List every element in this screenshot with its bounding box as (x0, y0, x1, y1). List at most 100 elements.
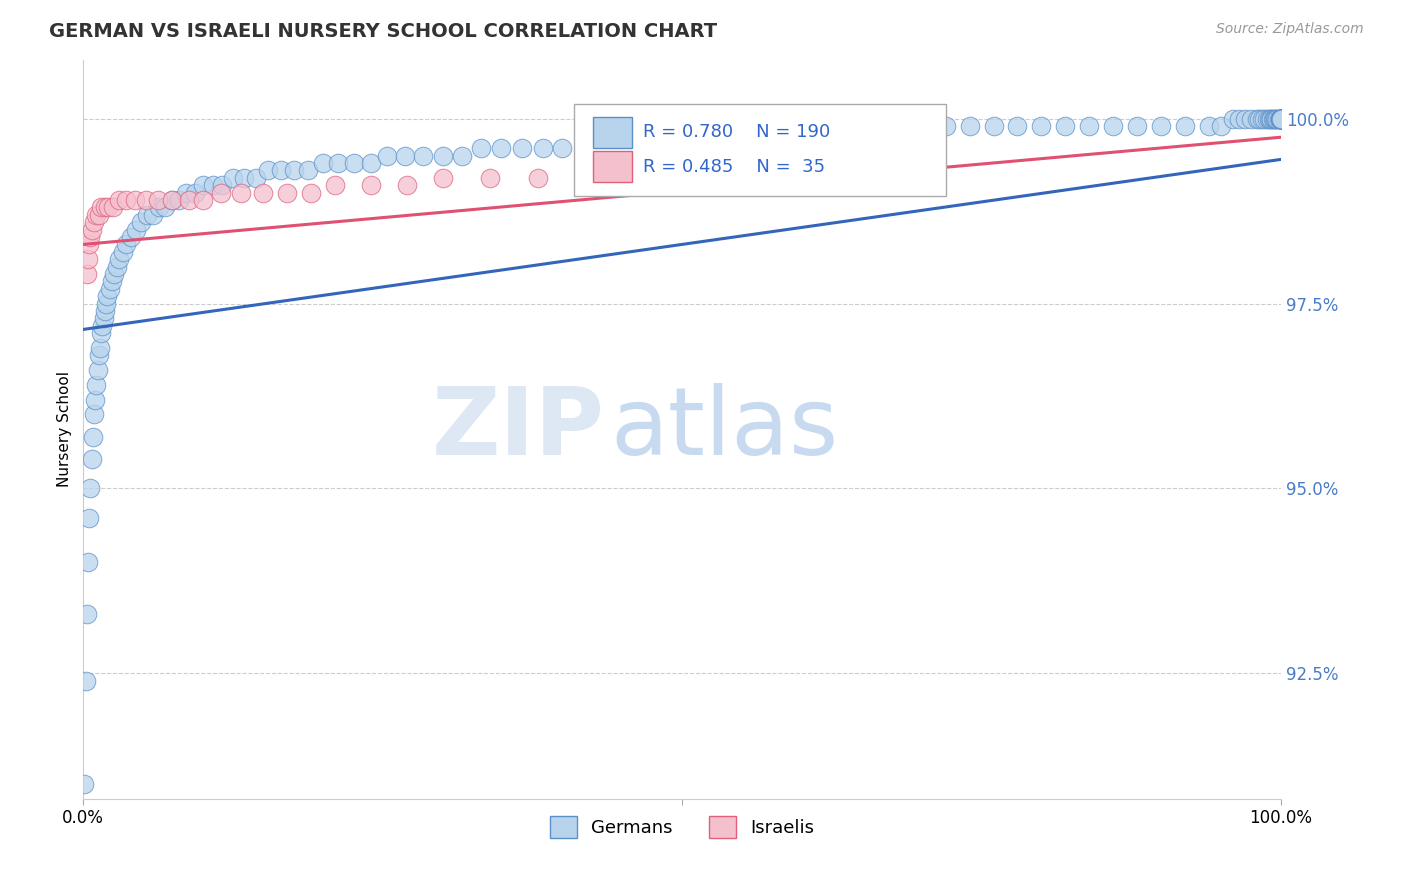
Point (1270, 112, 1292, 126)
Point (491, 141, 513, 155)
Point (125, 222, 148, 236)
Point (86, 208, 108, 222)
Point (120, 230, 142, 244)
Point (1270, 112, 1292, 126)
Point (1270, 112, 1292, 126)
Point (1270, 112, 1292, 126)
Point (886, 127, 908, 141)
Point (531, 141, 554, 155)
Point (222, 170, 245, 185)
Point (1240, 112, 1263, 126)
Point (115, 193, 138, 207)
Point (935, 119, 957, 133)
Point (1270, 112, 1292, 126)
Point (1270, 112, 1292, 126)
Point (1249, 112, 1271, 126)
Point (1031, 119, 1053, 133)
Point (1270, 112, 1292, 126)
Point (1270, 112, 1292, 126)
Point (959, 119, 981, 133)
Point (90, 326, 112, 340)
Point (1270, 112, 1292, 126)
Point (93, 311, 115, 326)
Point (1270, 112, 1292, 126)
Point (1253, 112, 1275, 126)
Point (96, 289, 118, 303)
Point (1270, 112, 1292, 126)
Point (1270, 112, 1292, 126)
Point (129, 215, 152, 229)
Point (1126, 119, 1149, 133)
Point (1270, 112, 1292, 126)
Point (1270, 112, 1292, 126)
Text: R = 0.780    N = 190: R = 0.780 N = 190 (643, 123, 830, 141)
Point (1270, 112, 1292, 126)
Point (1270, 112, 1292, 126)
Point (153, 201, 176, 215)
Point (395, 178, 418, 193)
Point (1270, 112, 1292, 126)
Point (1270, 112, 1292, 126)
Point (1270, 112, 1292, 126)
Point (167, 193, 190, 207)
Point (1270, 112, 1292, 126)
Point (1256, 112, 1278, 126)
Point (1270, 112, 1292, 126)
Point (323, 178, 346, 193)
Point (1270, 112, 1292, 126)
Point (1209, 119, 1232, 133)
Point (1270, 112, 1292, 126)
Point (1270, 112, 1292, 126)
Point (1270, 112, 1292, 126)
Point (1270, 112, 1292, 126)
Point (231, 186, 253, 200)
Text: R = 0.485    N =  35: R = 0.485 N = 35 (643, 158, 825, 176)
Point (1270, 112, 1292, 126)
Text: Source: ZipAtlas.com: Source: ZipAtlas.com (1216, 22, 1364, 37)
Point (1270, 112, 1292, 126)
Point (1270, 112, 1292, 126)
Point (647, 134, 669, 148)
Point (103, 201, 125, 215)
Point (283, 163, 305, 178)
Point (83, 215, 105, 229)
Point (1270, 112, 1292, 126)
Point (718, 134, 741, 148)
Point (108, 193, 131, 207)
Point (1270, 112, 1292, 126)
Point (450, 149, 472, 163)
Point (191, 178, 214, 193)
Point (671, 134, 693, 148)
Point (1270, 112, 1292, 126)
Point (575, 134, 598, 148)
Point (1270, 112, 1292, 126)
Point (1078, 119, 1101, 133)
Point (191, 193, 214, 207)
Text: atlas: atlas (610, 384, 838, 475)
Point (862, 127, 884, 141)
Point (707, 156, 730, 170)
Point (1102, 119, 1125, 133)
Point (1270, 112, 1292, 126)
Point (108, 252, 131, 267)
Point (1270, 112, 1292, 126)
Point (575, 163, 598, 178)
Point (1270, 112, 1292, 126)
Point (1054, 119, 1077, 133)
Point (1270, 112, 1292, 126)
Point (142, 208, 165, 222)
Point (360, 156, 382, 170)
Point (1150, 119, 1173, 133)
Point (1270, 112, 1292, 126)
Point (94, 304, 117, 318)
Point (1234, 112, 1257, 126)
Point (1265, 112, 1288, 126)
Point (1270, 112, 1292, 126)
Point (135, 208, 157, 222)
Point (1267, 112, 1289, 126)
Point (1270, 112, 1292, 126)
Point (1270, 112, 1292, 126)
Point (599, 134, 621, 148)
Point (1270, 112, 1292, 126)
Point (1261, 112, 1284, 126)
